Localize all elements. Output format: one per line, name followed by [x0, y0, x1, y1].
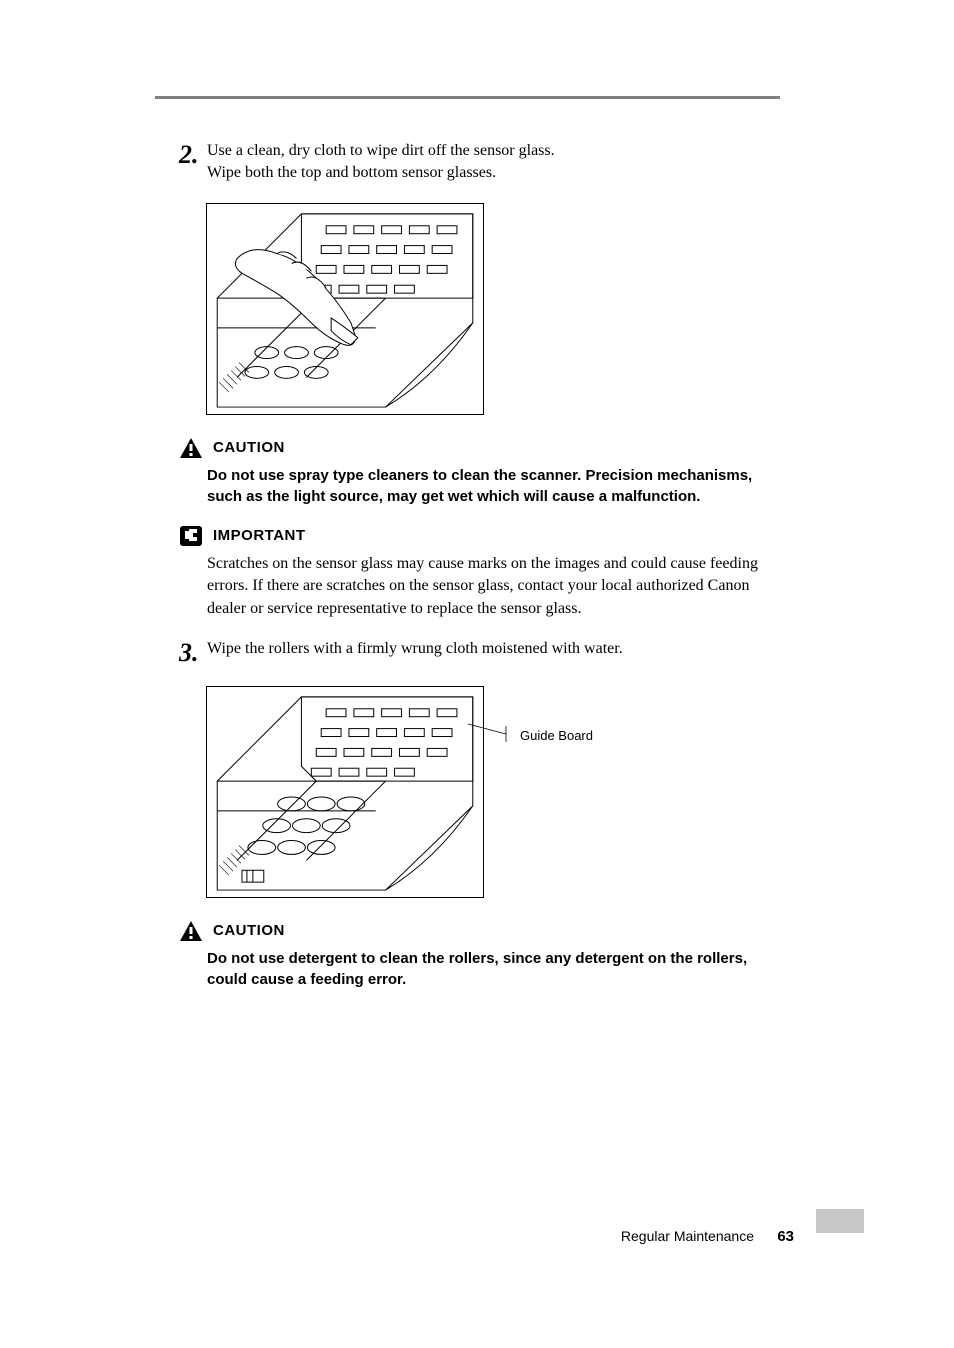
step-2-number: 2.: [179, 140, 203, 170]
important-body: Scratches on the sensor glass may cause …: [207, 553, 767, 620]
step-2: 2. Use a clean, dry cloth to wipe dirt o…: [179, 140, 779, 185]
caution-2: CAUTION Do not use detergent to clean th…: [179, 920, 779, 990]
thumb-tab: [816, 1209, 864, 1233]
caution-2-body: Do not use detergent to clean the roller…: [207, 948, 767, 990]
page: 2. Use a clean, dry cloth to wipe dirt o…: [0, 0, 954, 1348]
caution-1-body: Do not use spray type cleaners to clean …: [207, 465, 767, 507]
step-2-line2: Wipe both the top and bottom sensor glas…: [207, 164, 496, 181]
warning-triangle-icon: [179, 437, 203, 459]
important-title: IMPORTANT: [213, 527, 306, 544]
scanner-interior-rollers-illustration: [207, 687, 483, 897]
step-3-number: 3.: [179, 638, 203, 668]
footer-page-number: 63: [777, 1228, 794, 1245]
step-2-text: Use a clean, dry cloth to wipe dirt off …: [207, 140, 767, 185]
caution-1-header: CAUTION: [179, 437, 779, 459]
footer-section-name: Regular Maintenance: [621, 1228, 754, 1244]
step-3-text: Wipe the rollers with a firmly wrung clo…: [207, 638, 767, 660]
scanner-interior-hand-illustration: [207, 204, 483, 414]
caution-1-title: CAUTION: [213, 439, 285, 456]
guide-board-label: Guide Board: [520, 728, 593, 743]
caution-1: CAUTION Do not use spray type cleaners t…: [179, 437, 779, 507]
step-2-line1: Use a clean, dry cloth to wipe dirt off …: [207, 142, 555, 159]
content-area: 2. Use a clean, dry cloth to wipe dirt o…: [179, 140, 779, 1008]
callout-leader-line: [468, 722, 518, 742]
header-rule: [155, 96, 780, 99]
caution-2-header: CAUTION: [179, 920, 779, 942]
figure-roller-cleaning: [206, 686, 484, 898]
step-3: 3. Wipe the rollers with a firmly wrung …: [179, 638, 779, 668]
figure-2-wrapper: Guide Board: [206, 686, 779, 898]
figure-sensor-glass-cleaning: [206, 203, 484, 415]
important-callout: IMPORTANT Scratches on the sensor glass …: [179, 525, 779, 620]
warning-triangle-icon: [179, 920, 203, 942]
important-header: IMPORTANT: [179, 525, 779, 547]
important-icon: [179, 525, 203, 547]
caution-2-title: CAUTION: [213, 922, 285, 939]
